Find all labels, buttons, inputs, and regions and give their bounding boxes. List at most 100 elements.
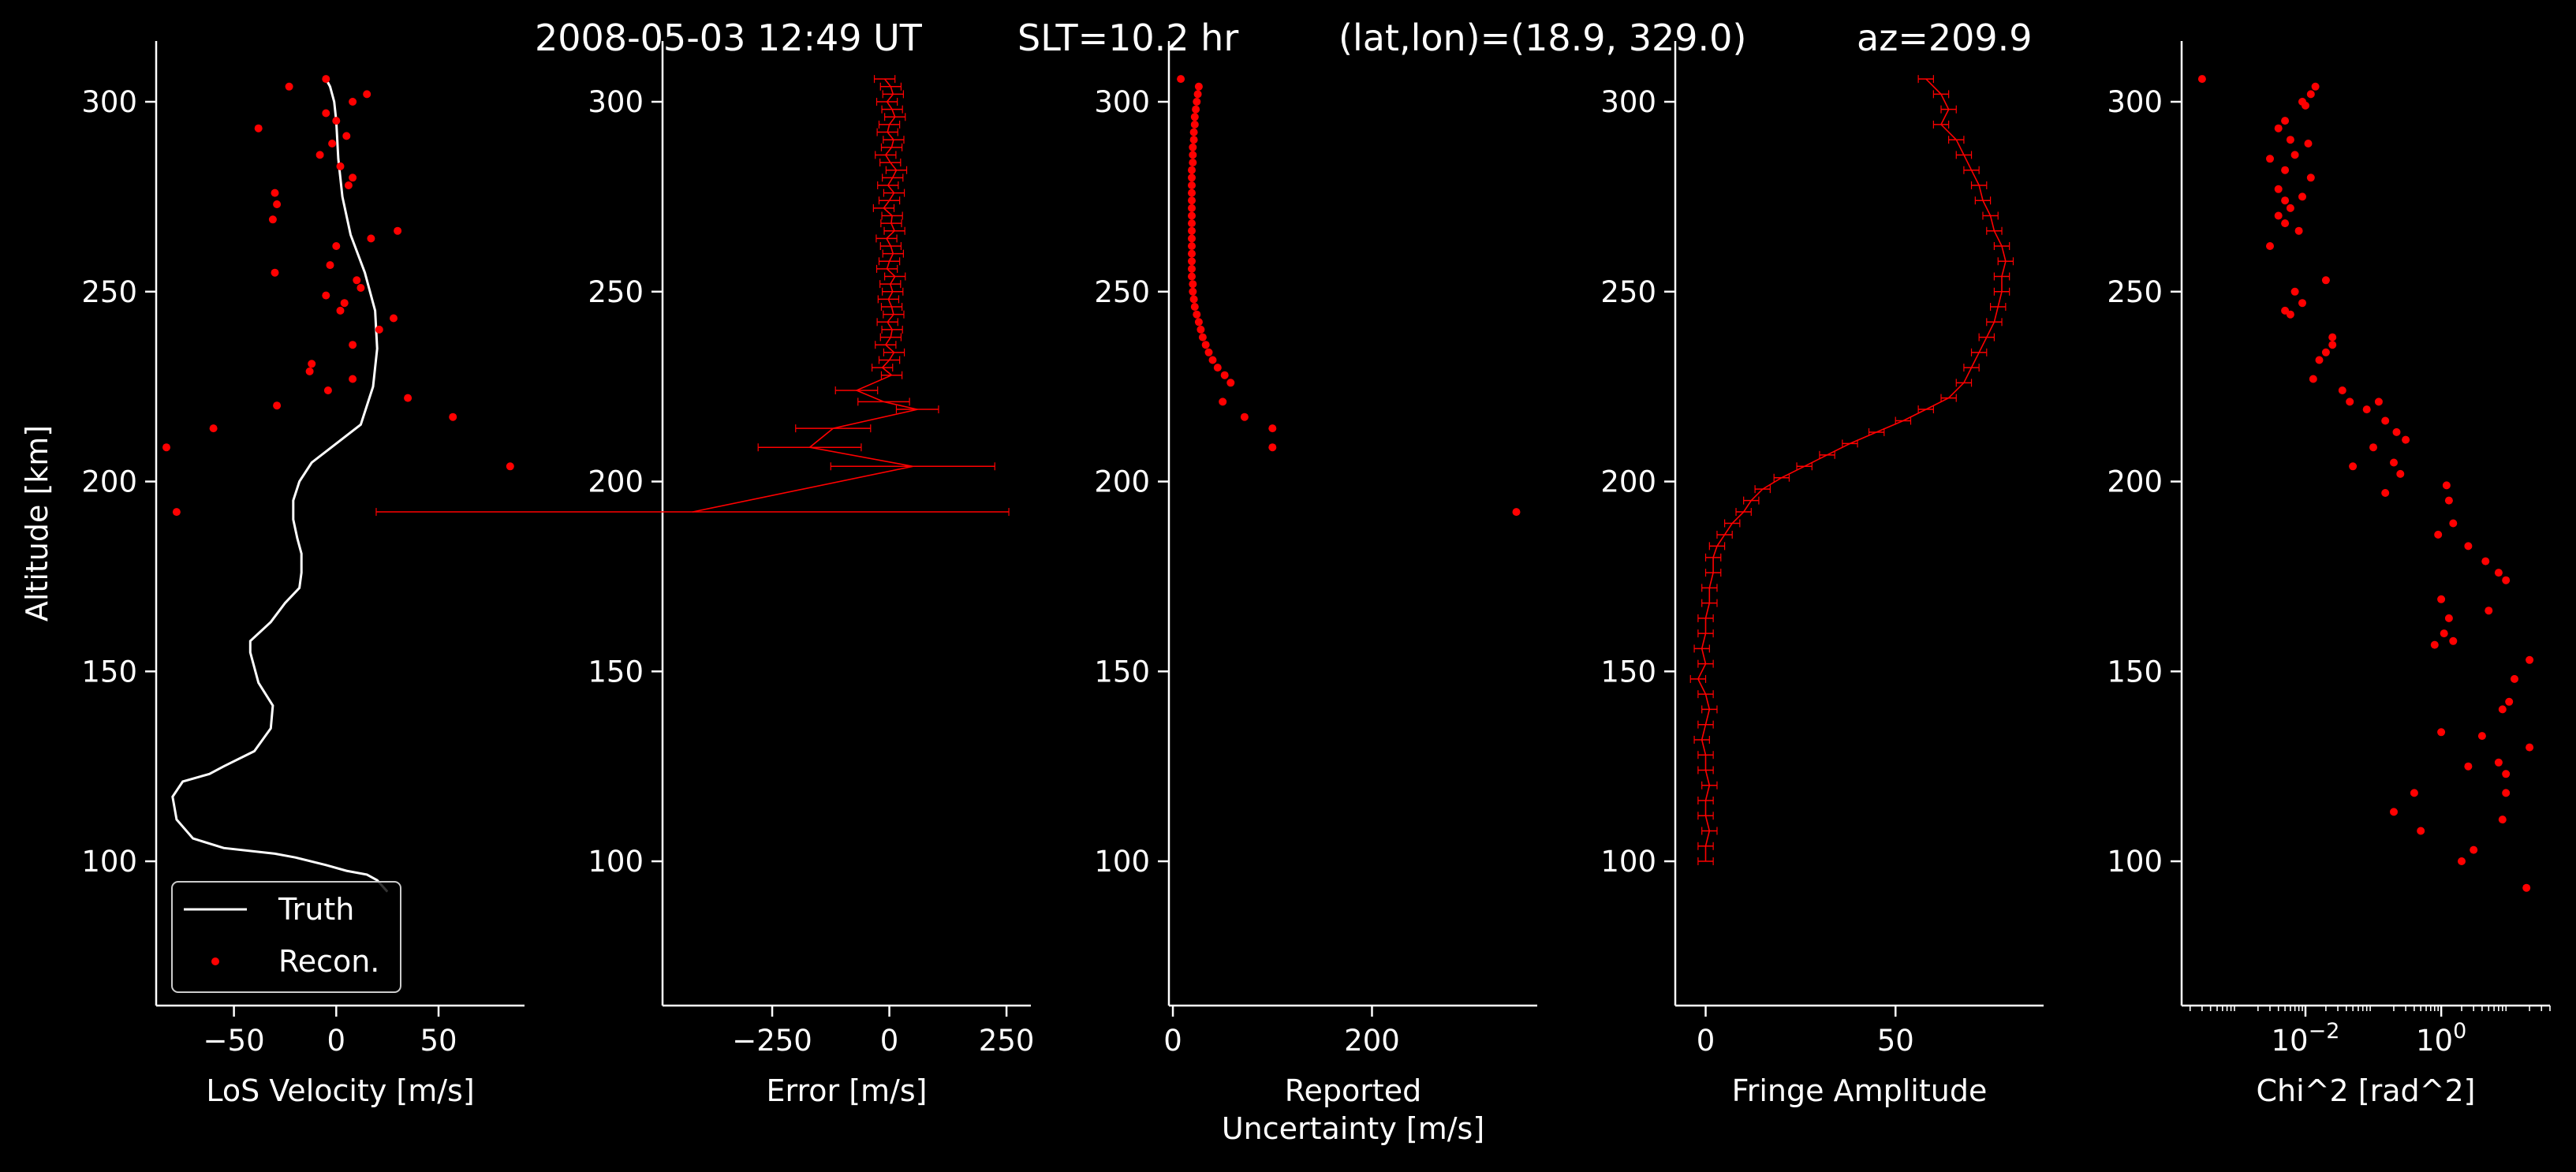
x-axis-label: Reported <box>1285 1073 1421 1108</box>
x-axis-label: Uncertainty [m/s] <box>1222 1111 1484 1146</box>
data-point <box>1189 136 1198 144</box>
data-point <box>332 117 341 125</box>
data-point <box>285 82 293 91</box>
y-tick-label: 250 <box>588 275 644 309</box>
data-point <box>1188 196 1196 205</box>
data-point <box>1188 257 1196 266</box>
data-point <box>2281 196 2290 205</box>
data-point <box>2306 174 2315 182</box>
data-point <box>315 151 324 159</box>
data-point <box>1240 412 1249 421</box>
data-point <box>2298 192 2306 201</box>
data-point <box>1188 234 1196 243</box>
data-point <box>2434 530 2443 539</box>
data-point <box>2311 82 2320 91</box>
y-tick-label: 300 <box>1600 85 1656 119</box>
data-point <box>1193 90 1202 99</box>
data-point <box>2402 435 2410 444</box>
data-point <box>2442 481 2451 490</box>
data-point <box>2328 341 2337 349</box>
data-point <box>273 200 282 208</box>
data-point <box>2396 469 2405 478</box>
data-point <box>2346 398 2354 406</box>
data-point <box>2498 816 2507 824</box>
x-tick-label: 0 <box>880 1024 899 1058</box>
y-tick-label: 250 <box>1600 275 1656 309</box>
panel-chi2: 100 150 200 250 300 10−2 100 Chi^2 [rad^2] <box>2107 41 2551 1108</box>
data-point <box>1188 264 1196 273</box>
data-point <box>2449 636 2458 645</box>
data-point <box>2298 299 2306 308</box>
data-point <box>1204 348 1213 356</box>
data-point <box>353 276 361 285</box>
suptitle-az: az=209.9 <box>1857 17 2033 59</box>
y-tick-label: 250 <box>2107 275 2163 309</box>
data-point <box>2502 576 2511 584</box>
x-tick-label: −250 <box>732 1024 812 1058</box>
x-axis-label: Chi^2 [rad^2] <box>2257 1073 2476 1108</box>
data-point <box>1188 249 1196 258</box>
y-tick-label: 300 <box>588 85 644 119</box>
data-point <box>2266 242 2274 250</box>
data-point <box>2338 386 2346 394</box>
x-tick-label: 250 <box>979 1024 1035 1058</box>
data-point <box>332 242 341 250</box>
data-point <box>2381 489 2390 497</box>
data-point <box>2417 827 2425 835</box>
data-point <box>1226 379 1235 387</box>
data-point <box>2494 758 2503 767</box>
data-point <box>2526 743 2534 752</box>
data-point <box>349 375 357 383</box>
data-point <box>2458 857 2466 865</box>
data-point <box>2440 629 2448 638</box>
data-point <box>2281 306 2290 315</box>
data-point <box>2328 333 2337 342</box>
data-point <box>271 188 279 197</box>
data-point <box>2381 416 2390 425</box>
suptitle-latlon: (lat,lon)=(18.9, 329.0) <box>1338 17 1746 59</box>
data-point <box>2286 136 2294 144</box>
y-tick-label: 100 <box>2107 845 2163 879</box>
legend-truth-label: Truth <box>278 892 354 927</box>
data-point <box>2437 595 2446 603</box>
data-point <box>1188 188 1196 197</box>
data-point <box>1188 203 1196 212</box>
data-point <box>2485 607 2493 615</box>
x-tick-label: 50 <box>420 1024 457 1058</box>
y-tick-label: 100 <box>1600 845 1656 879</box>
data-point <box>449 412 457 421</box>
data-point <box>2290 151 2299 159</box>
data-point <box>1188 174 1196 182</box>
legend-recon-label: Recon. <box>278 944 379 979</box>
y-tick-label: 150 <box>1094 655 1150 689</box>
data-point <box>322 75 330 84</box>
y-tick-label: 300 <box>1094 85 1150 119</box>
data-point <box>344 181 353 189</box>
data-point <box>2505 697 2514 706</box>
data-point <box>367 234 375 243</box>
data-point <box>2464 762 2473 771</box>
data-point <box>1512 508 1521 517</box>
data-point <box>375 325 383 334</box>
y-tick-label: 200 <box>1094 465 1150 499</box>
y-tick-label: 150 <box>2107 655 2163 689</box>
data-point <box>1189 159 1197 167</box>
data-point <box>506 462 514 471</box>
y-tick-label: 250 <box>81 275 137 309</box>
data-point <box>2392 427 2401 436</box>
data-point <box>2526 655 2534 664</box>
data-point <box>328 140 337 147</box>
x-tick-exponent: −2 <box>2309 1019 2340 1043</box>
data-point <box>2286 203 2294 212</box>
y-tick-label: 200 <box>1600 465 1656 499</box>
data-point <box>336 306 345 315</box>
data-point <box>322 291 330 300</box>
data-point <box>2390 458 2398 467</box>
data-point <box>336 162 345 170</box>
data-point <box>1189 280 1197 289</box>
panel-los-velocity: 100 150 200 250 300 −50 0 50 LoS Velocity [m/s] A… <box>20 41 525 1108</box>
data-point <box>1213 364 1222 372</box>
data-point <box>2321 348 2330 356</box>
